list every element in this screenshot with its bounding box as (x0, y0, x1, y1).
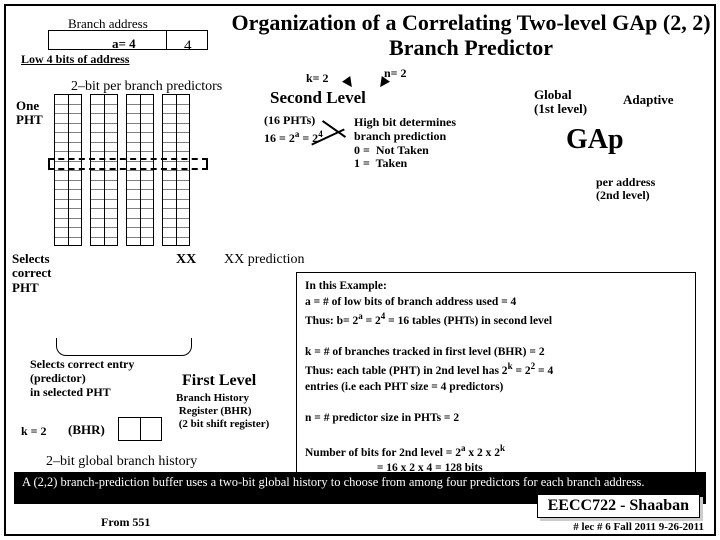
global-label: Global (1st level) (534, 88, 587, 117)
low-4-bits-label: Low 4 bits of address (21, 52, 129, 67)
bhr-lines-label: Branch History Register (BHR) (2 bit shi… (176, 392, 269, 432)
pht-tables-diagram (54, 94, 244, 246)
second-level-label: Second Level (270, 88, 366, 108)
pht-column (90, 94, 118, 246)
bhr-register-box (118, 417, 162, 441)
example-box: In this Example:a = # of low bits of bra… (296, 272, 696, 484)
xx-prediction-label: XX prediction (224, 252, 304, 268)
pht-column (126, 94, 154, 246)
xx-label: XX (176, 252, 196, 268)
first-level-label: First Level (182, 372, 256, 390)
selected-row-highlight (48, 158, 208, 170)
global-history-label: 2–bit global branch history (46, 454, 197, 470)
course-badge: EECC722 - Shaaban (537, 494, 700, 518)
pht-column (54, 94, 82, 246)
branch-address-label: Branch address (68, 16, 148, 32)
from-551-label: From 551 (101, 515, 150, 530)
two-bit-label: 2–bit per branch predictors (71, 79, 222, 95)
pht-column (162, 94, 190, 246)
per-address-label: per address (2nd level) (596, 176, 655, 202)
four-label: 4 (184, 38, 192, 55)
footer-text: # lec # 6 Fall 2011 9-26-2011 (573, 521, 704, 533)
slide-title: Organization of a Correlating Two-level … (231, 10, 711, 61)
a-equals-label: a= 4 (112, 36, 136, 52)
slide-frame: Organization of a Correlating Two-level … (4, 4, 716, 536)
phts-count-label: (16 PHTs) (264, 113, 315, 128)
selects-pht-label: Selects correct PHT (12, 252, 51, 295)
k-equals-label: k= 2 (306, 71, 329, 86)
bhr-label: (BHR) (68, 422, 105, 438)
selects-entry-label: Selects correct entry (predictor) in sel… (30, 358, 134, 399)
gap-label: GAp (566, 124, 624, 156)
n-equals-label: n= 2 (384, 66, 407, 81)
one-pht-label: One PHT (16, 99, 43, 128)
high-bit-text: High bit determines branch prediction 0 … (354, 116, 456, 171)
adaptive-label: Adaptive (623, 92, 674, 108)
brace-icon (56, 338, 192, 356)
k-equals-2-label: k = 2 (21, 424, 47, 439)
